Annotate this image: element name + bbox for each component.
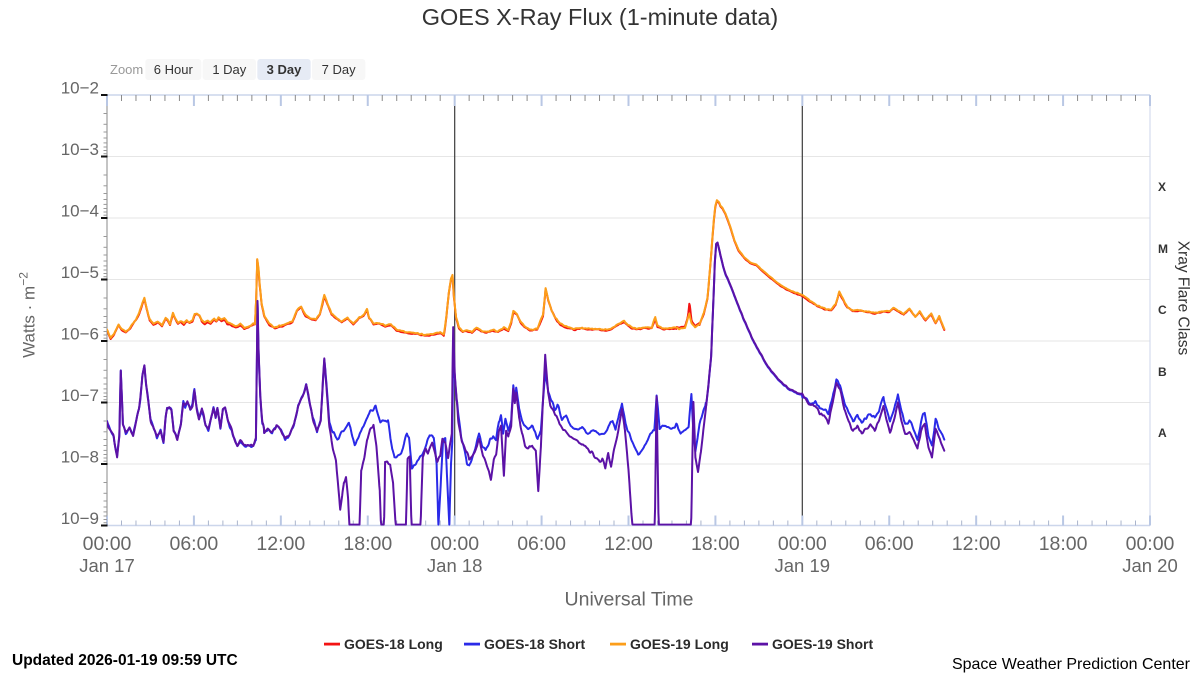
svg-text:GOES X-Ray Flux (1-minute data: GOES X-Ray Flux (1-minute data)	[422, 4, 779, 30]
svg-text:18:00: 18:00	[343, 533, 392, 555]
svg-text:Zoom: Zoom	[110, 62, 143, 77]
svg-text:Jan 20: Jan 20	[1122, 555, 1178, 576]
svg-text:10−3: 10−3	[61, 140, 99, 159]
svg-text:10−5: 10−5	[61, 263, 99, 282]
svg-text:GOES-18 Long: GOES-18 Long	[344, 636, 443, 652]
svg-text:00:00: 00:00	[1126, 533, 1175, 555]
svg-text:00:00: 00:00	[430, 533, 479, 555]
svg-text:C: C	[1158, 303, 1167, 317]
svg-text:06:00: 06:00	[865, 533, 914, 555]
svg-text:6 Hour: 6 Hour	[154, 62, 194, 77]
svg-text:1 Day: 1 Day	[212, 62, 246, 77]
svg-text:GOES-19 Short: GOES-19 Short	[772, 636, 873, 652]
svg-text:Jan 19: Jan 19	[775, 555, 831, 576]
svg-text:Space Weather Prediction Cente: Space Weather Prediction Center	[952, 656, 1191, 673]
svg-text:06:00: 06:00	[169, 533, 218, 555]
svg-text:7 Day: 7 Day	[322, 62, 356, 77]
svg-text:10−6: 10−6	[61, 325, 99, 344]
svg-text:Universal Time: Universal Time	[565, 589, 694, 611]
svg-text:Xray Flare Class: Xray Flare Class	[1175, 241, 1192, 356]
svg-text:Jan 18: Jan 18	[427, 555, 483, 576]
svg-text:GOES-18 Short: GOES-18 Short	[484, 636, 585, 652]
svg-text:10−9: 10−9	[61, 509, 99, 528]
svg-text:3 Day: 3 Day	[267, 62, 302, 77]
svg-text:12:00: 12:00	[604, 533, 653, 555]
svg-text:Updated 2026-01-19 09:59 UTC: Updated 2026-01-19 09:59 UTC	[12, 652, 238, 669]
svg-text:10−7: 10−7	[61, 386, 99, 405]
svg-text:18:00: 18:00	[691, 533, 740, 555]
svg-text:00:00: 00:00	[83, 533, 132, 555]
svg-text:Jan 17: Jan 17	[79, 555, 135, 576]
svg-text:10−8: 10−8	[61, 448, 99, 467]
svg-text:X: X	[1158, 180, 1166, 194]
svg-text:B: B	[1158, 365, 1167, 379]
svg-text:Watts · m−2: Watts · m−2	[17, 272, 39, 358]
svg-text:A: A	[1158, 426, 1167, 440]
svg-text:18:00: 18:00	[1039, 533, 1088, 555]
svg-text:12:00: 12:00	[256, 533, 305, 555]
svg-text:00:00: 00:00	[778, 533, 827, 555]
svg-text:M: M	[1158, 242, 1168, 256]
svg-text:12:00: 12:00	[952, 533, 1001, 555]
svg-text:06:00: 06:00	[517, 533, 566, 555]
svg-text:10−4: 10−4	[61, 202, 99, 221]
svg-text:GOES-19 Long: GOES-19 Long	[630, 636, 729, 652]
svg-text:10−2: 10−2	[61, 79, 99, 98]
